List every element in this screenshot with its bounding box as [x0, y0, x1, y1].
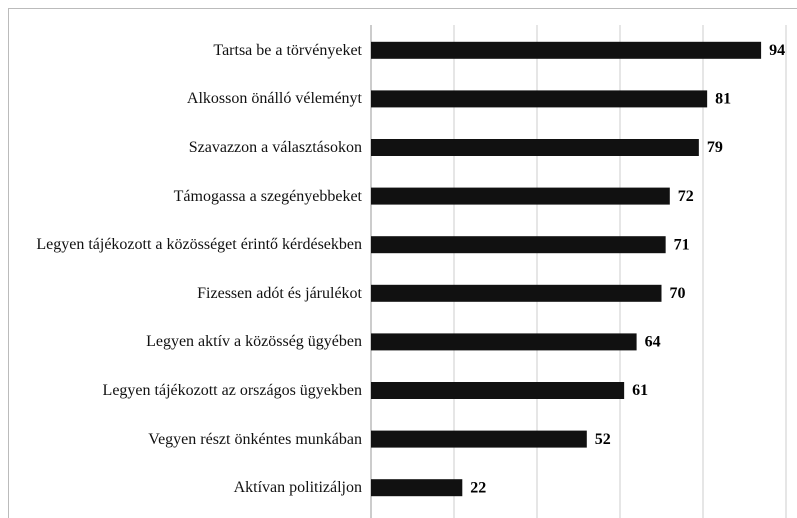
category-text: Legyen aktív a közösség ügyében	[146, 333, 362, 351]
value-label: 72	[678, 188, 694, 205]
category-label: Tartsa be a törvényeket	[8, 41, 362, 60]
category-label: Legyen tájékozott a közösséget érintő ké…	[8, 235, 362, 254]
category-label: Szavazzon a választásokon	[8, 138, 362, 157]
category-label: Vegyen részt önkéntes munkában	[8, 430, 362, 449]
bar	[371, 90, 708, 108]
bar	[371, 187, 670, 205]
value-label: 70	[670, 285, 686, 302]
category-text: Legyen tájékozott a közösséget érintő ké…	[36, 236, 362, 254]
value-label: 94	[769, 42, 785, 59]
category-text: Legyen tájékozott az országos ügyekben	[102, 382, 362, 399]
category-text: Alkosson önálló véleményt	[186, 90, 362, 108]
value-label: 22	[470, 479, 486, 496]
bar	[371, 479, 463, 497]
frame	[8, 8, 797, 518]
category-label: Támogassa a szegényebbeket	[8, 187, 362, 206]
value-label: 71	[674, 236, 690, 253]
category-label: Legyen aktív a közösség ügyében	[8, 332, 362, 351]
value-label: 52	[595, 431, 611, 448]
bar	[371, 333, 637, 351]
category-text: Tartsa be a törvényeket	[213, 41, 362, 59]
bar	[371, 41, 762, 59]
bar	[371, 236, 666, 254]
bar	[371, 430, 587, 448]
bar	[371, 382, 625, 399]
category-text: Támogassa a szegényebbeket	[173, 187, 362, 205]
category-text: Vegyen részt önkéntes munkában	[148, 430, 362, 448]
value-label: 81	[715, 91, 731, 108]
value-label: 79	[707, 139, 723, 156]
bar	[371, 139, 699, 156]
value-label: 61	[632, 382, 648, 399]
category-label: Aktívan politizáljon	[8, 478, 362, 497]
bar	[371, 284, 662, 302]
category-label: Legyen tájékozott az országos ügyekben	[8, 381, 362, 400]
category-label: Alkosson önálló véleményt	[8, 89, 362, 108]
category-label: Fizessen adót és járulékot	[8, 284, 362, 303]
category-text: Fizessen adót és járulékot	[197, 284, 362, 302]
value-label: 64	[645, 334, 661, 351]
category-text: Aktívan politizáljon	[233, 479, 362, 497]
category-text: Szavazzon a választásokon	[188, 139, 362, 156]
